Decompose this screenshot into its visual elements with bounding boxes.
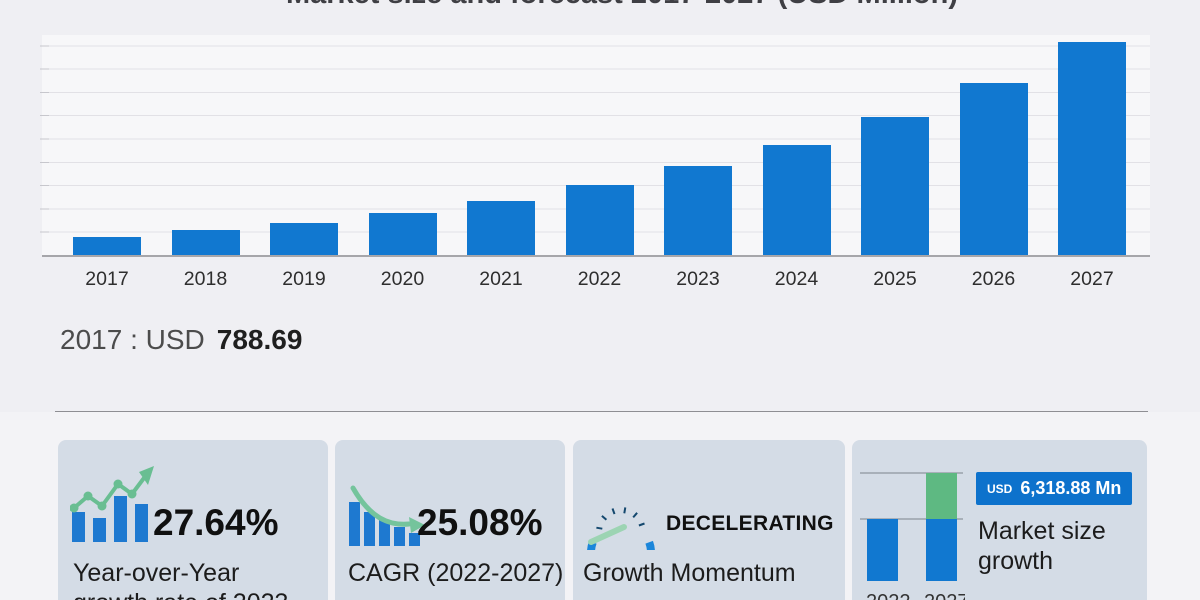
card-yoy-growth: 27.64% Year-over-Year growth rate of 202… xyxy=(58,440,328,600)
mini-bar-2027-growth xyxy=(926,473,957,519)
bar-2021[interactable] xyxy=(467,201,535,255)
cagr-value: 25.08% xyxy=(417,502,543,543)
mini-bar-label-2022: 2022 xyxy=(866,591,911,600)
x-axis-label-2023: 2023 xyxy=(676,268,720,290)
chart-value-annotation: 2017 : USD 788.69 xyxy=(60,324,302,356)
mini-bar-2027-base xyxy=(926,519,957,581)
bar-chart-plot: 2017 2018 2019 2020 2021 2022 2023 2024 2025 2026… xyxy=(40,35,1150,290)
bar-2020[interactable] xyxy=(368,213,437,255)
yoy-growth-label: Year-over-Year growth rate of 2023 xyxy=(73,559,288,600)
bar-2017[interactable] xyxy=(73,237,141,255)
chart-title: Market size and forecast 2017-2027 (USD … xyxy=(42,0,1200,11)
market-size-growth-badge: USD 6,318.88 Mn xyxy=(976,472,1133,505)
card-market-size-growth: 2022 2027 USD 6,318.88 Mn Market size gr… xyxy=(852,440,1147,600)
bar-2019[interactable] xyxy=(270,223,338,255)
section-divider xyxy=(55,411,1148,412)
x-axis-label-2027: 2027 xyxy=(1070,268,1114,290)
yoy-growth-value: 27.64% xyxy=(153,502,279,543)
x-axis-label-2024: 2024 xyxy=(774,268,819,290)
x-axis-label-2017: 2017 xyxy=(85,268,129,290)
x-axis-label-2025: 2025 xyxy=(873,268,917,290)
bar-2024[interactable] xyxy=(762,145,831,255)
x-axis-label-2021: 2021 xyxy=(479,268,523,290)
x-axis-label-2020: 2020 xyxy=(380,268,425,290)
market-size-growth-label: Market size growth xyxy=(978,517,1106,575)
bar-chart-down-trend-icon xyxy=(349,485,425,546)
x-axis-label-2022: 2022 xyxy=(577,268,622,290)
card-growth-momentum: DECELERATING Growth Momentum xyxy=(573,440,845,600)
annotation-prefix: 2017 : USD xyxy=(60,324,205,355)
badge-currency: USD xyxy=(987,481,1013,496)
momentum-value: DECELERATING xyxy=(666,512,834,535)
momentum-label: Growth Momentum xyxy=(583,559,796,587)
badge-amount: 6,318.88 Mn xyxy=(1020,478,1122,498)
x-axis-label-2026: 2026 xyxy=(971,268,1016,290)
annotation-value: 788.69 xyxy=(216,324,303,355)
x-axis-label-2019: 2019 xyxy=(282,268,326,290)
comparison-bars-icon: 2022 2027 xyxy=(860,472,965,600)
bar-chart-up-trend-icon xyxy=(70,466,154,542)
bar-2027[interactable] xyxy=(1058,42,1126,255)
mini-bar-2022 xyxy=(867,519,898,581)
bar-2025[interactable] xyxy=(861,117,929,255)
card-cagr: 25.08% CAGR (2022-2027) xyxy=(335,440,565,600)
bar-2026[interactable] xyxy=(959,83,1028,255)
bar-2022[interactable] xyxy=(565,185,634,255)
cagr-label: CAGR (2022-2027) xyxy=(348,559,564,587)
gauge-icon xyxy=(587,507,655,550)
mini-bar-label-2027: 2027 xyxy=(924,591,965,600)
bar-2018[interactable] xyxy=(171,230,240,255)
bar-2023[interactable] xyxy=(664,166,732,255)
x-axis-label-2018: 2018 xyxy=(183,268,228,290)
